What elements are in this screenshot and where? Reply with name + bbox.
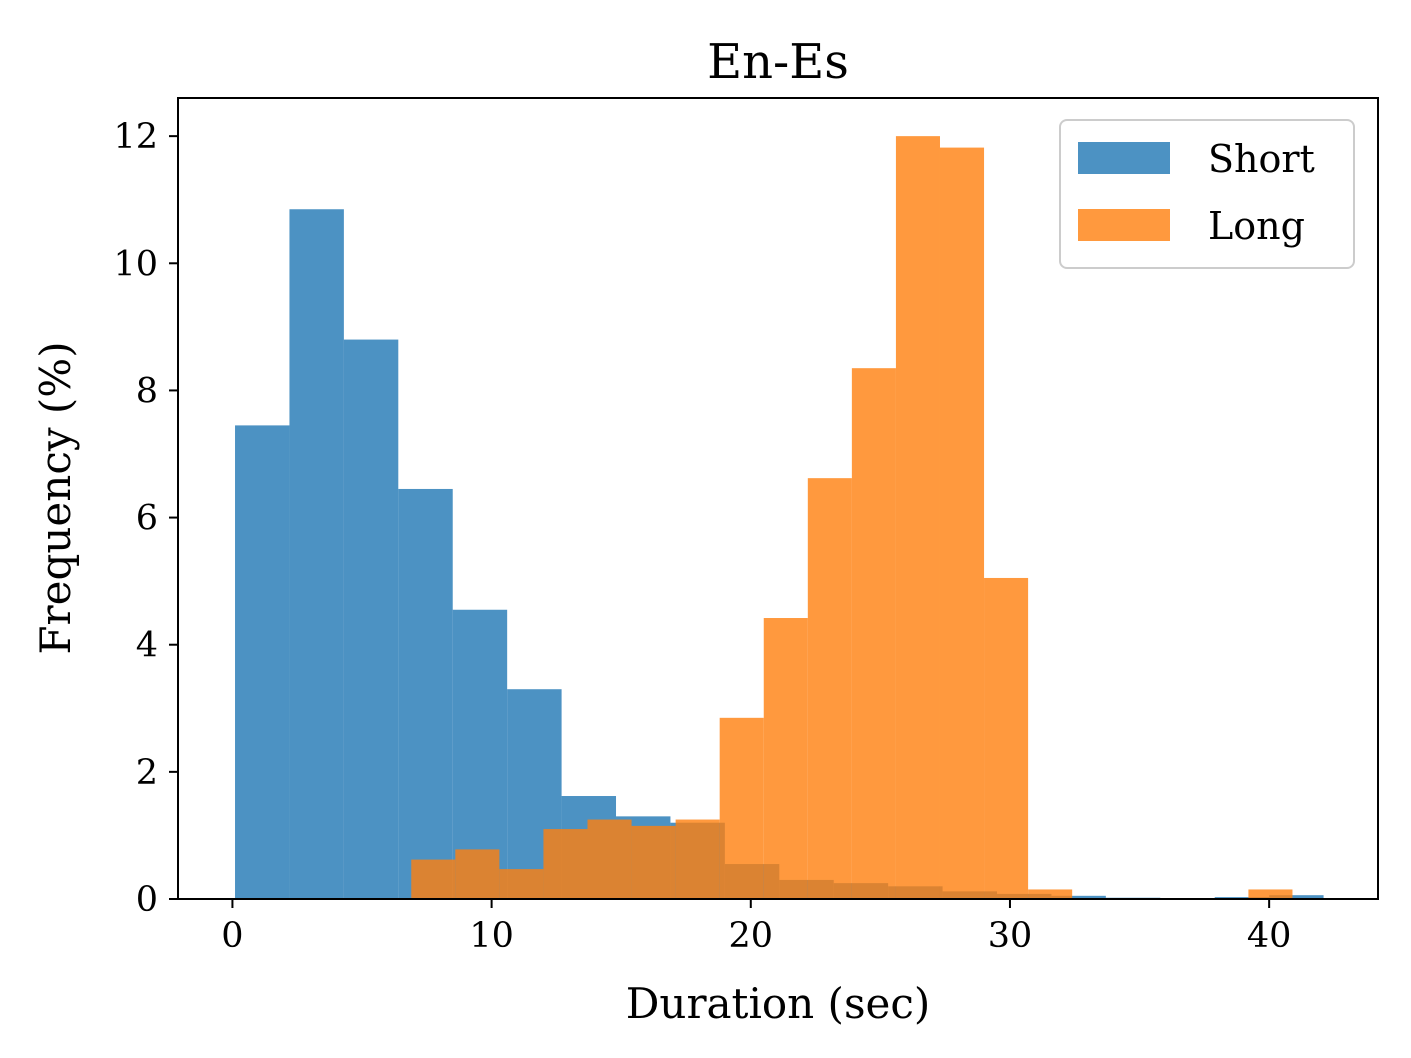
y-tick-label-12: 12 [113,117,158,157]
bar-long-19 [1248,889,1293,899]
axes-frame [177,97,1379,900]
bar-long-12 [939,147,985,900]
x-axis: 0 10 20 30 40 [221,899,1291,956]
x-tick-label-40: 40 [1247,916,1292,956]
bar-long-3 [543,829,588,899]
bar-long-14 [1028,889,1073,899]
bar-long-1 [455,849,500,899]
y-tick-label-2: 2 [136,753,158,793]
bar-long-13 [984,577,1029,899]
bar-long-11 [895,136,940,899]
x-tick-label-0: 0 [221,916,243,956]
x-tick-label-10: 10 [469,916,514,956]
bar-long-10 [851,368,896,899]
bar-long-2 [499,869,544,899]
y-tick-label-10: 10 [113,244,158,284]
legend-label-long: Long [1208,204,1305,248]
y-tick-label-4: 4 [136,626,158,666]
x-tick-label-20: 20 [729,916,774,956]
legend: Short Long [1059,119,1355,269]
bar-long-4 [587,819,632,899]
y-tick-label-6: 6 [136,499,158,539]
bar-long-6 [675,819,720,899]
bar-long-0 [411,859,456,899]
legend-swatch-short [1078,142,1170,174]
bar-short-3 [398,488,453,899]
y-tick-label-0: 0 [136,880,158,920]
y-tick-label-8: 8 [136,371,158,411]
legend-label-short: Short [1208,137,1315,181]
bar-short-2 [343,339,399,899]
bar-long-9 [807,478,852,899]
chart-title: En-Es [707,34,849,90]
bar-long-8 [763,618,808,899]
x-axis-label: Duration (sec) [626,979,931,1028]
y-axis-label: Frequency (%) [31,341,80,654]
legend-swatch-long [1078,209,1170,241]
x-tick-label-30: 30 [988,916,1033,956]
bar-long-7 [719,717,764,899]
bar-short-15 [1051,895,1106,899]
y-axis: 0 2 4 6 8 10 12 [113,117,178,920]
bar-short-19 [1269,895,1324,899]
bars-long [411,136,1293,900]
bar-long-5 [631,825,676,899]
bar-short-0 [235,425,290,899]
bar-short-1 [289,209,344,899]
